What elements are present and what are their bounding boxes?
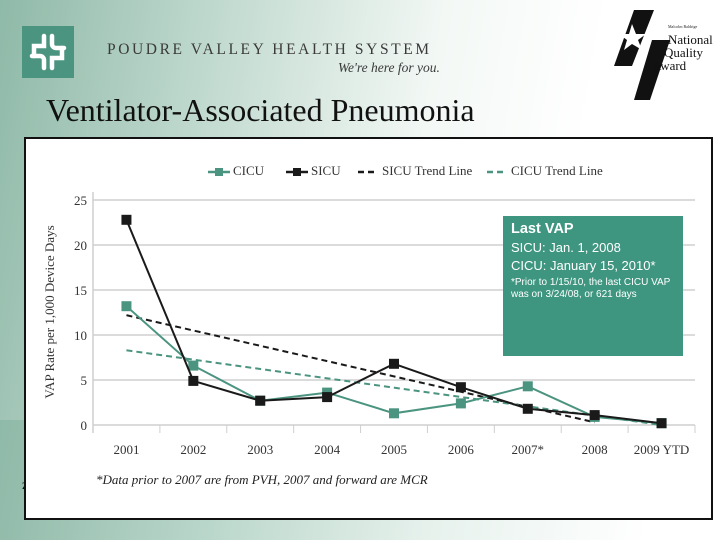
data-point-marker — [656, 418, 667, 429]
y-tick-label: 25 — [74, 193, 87, 208]
x-tick-label: 2004 — [314, 442, 341, 457]
data-point-marker — [255, 395, 266, 406]
data-point-marker — [522, 381, 533, 392]
x-tick-label: 2003 — [247, 442, 273, 457]
y-tick-label: 0 — [81, 418, 88, 433]
y-axis-label: VAP Rate per 1,000 Device Days — [42, 225, 57, 399]
organization-name: POUDRE VALLEY HEALTH SYSTEM — [107, 41, 432, 58]
award-line-quality: Quality — [664, 45, 703, 60]
y-tick-label: 15 — [74, 283, 87, 298]
legend-label: CICU — [233, 163, 265, 178]
legend-item: SICU — [286, 163, 341, 179]
legend-label: SICU — [311, 163, 341, 178]
award-line-national: National — [668, 32, 713, 47]
callout-heading: Last VAP — [511, 221, 574, 237]
data-point-marker — [188, 360, 199, 371]
data-point-marker — [121, 301, 132, 312]
legend-label: SICU Trend Line — [382, 163, 473, 178]
callout-cicu: CICU: January 15, 2010* — [511, 258, 656, 273]
award-line-award: Award — [652, 58, 687, 73]
x-tick-label: 2007* — [512, 442, 545, 457]
legend-item: CICU — [208, 163, 264, 179]
data-point-marker — [455, 398, 466, 409]
x-tick-label: 2001 — [113, 442, 139, 457]
x-tick-label: 2005 — [381, 442, 407, 457]
data-point-marker — [322, 392, 333, 403]
line-marker-icon — [208, 168, 230, 177]
callout-note: *Prior to 1/15/10, the last CICU VAP was… — [511, 277, 671, 300]
last-vap-callout: Last VAP SICU: Jan. 1, 2008 CICU: Januar… — [503, 216, 683, 356]
legend-label: CICU Trend Line — [511, 163, 603, 178]
x-tick-label: 2006 — [448, 442, 475, 457]
legend-item: CICU Trend Line — [486, 163, 603, 179]
legend-item: SICU Trend Line — [357, 163, 472, 179]
dashed-line-icon — [358, 170, 378, 174]
slide-title: Ventilator-Associated Pneumonia — [46, 92, 475, 128]
tagline: We're here for you. — [338, 60, 440, 75]
data-point-marker — [455, 382, 466, 393]
y-tick-label: 10 — [74, 328, 87, 343]
x-tick-label: 2002 — [180, 442, 206, 457]
baldrige-award-logo-icon — [612, 4, 720, 104]
data-point-marker — [389, 358, 399, 369]
data-point-marker — [589, 410, 600, 421]
dashed-line-icon — [487, 170, 507, 174]
x-tick-label: 2008 — [582, 442, 608, 457]
line-marker-icon — [286, 168, 308, 177]
data-point-marker — [121, 214, 132, 225]
data-point-marker — [389, 408, 399, 419]
y-tick-label: 5 — [81, 373, 88, 388]
pvhs-logo-icon — [22, 26, 74, 78]
callout-sicu: SICU: Jan. 1, 2008 — [511, 240, 621, 255]
data-point-marker — [522, 403, 533, 414]
data-source-footnote: *Data prior to 2007 are from PVH, 2007 a… — [96, 472, 428, 487]
y-tick-label: 20 — [74, 238, 87, 253]
award-small-text: Malcolm Baldrige — [668, 24, 698, 29]
data-point-marker — [188, 375, 199, 386]
x-tick-label: 2009 YTD — [634, 442, 690, 457]
